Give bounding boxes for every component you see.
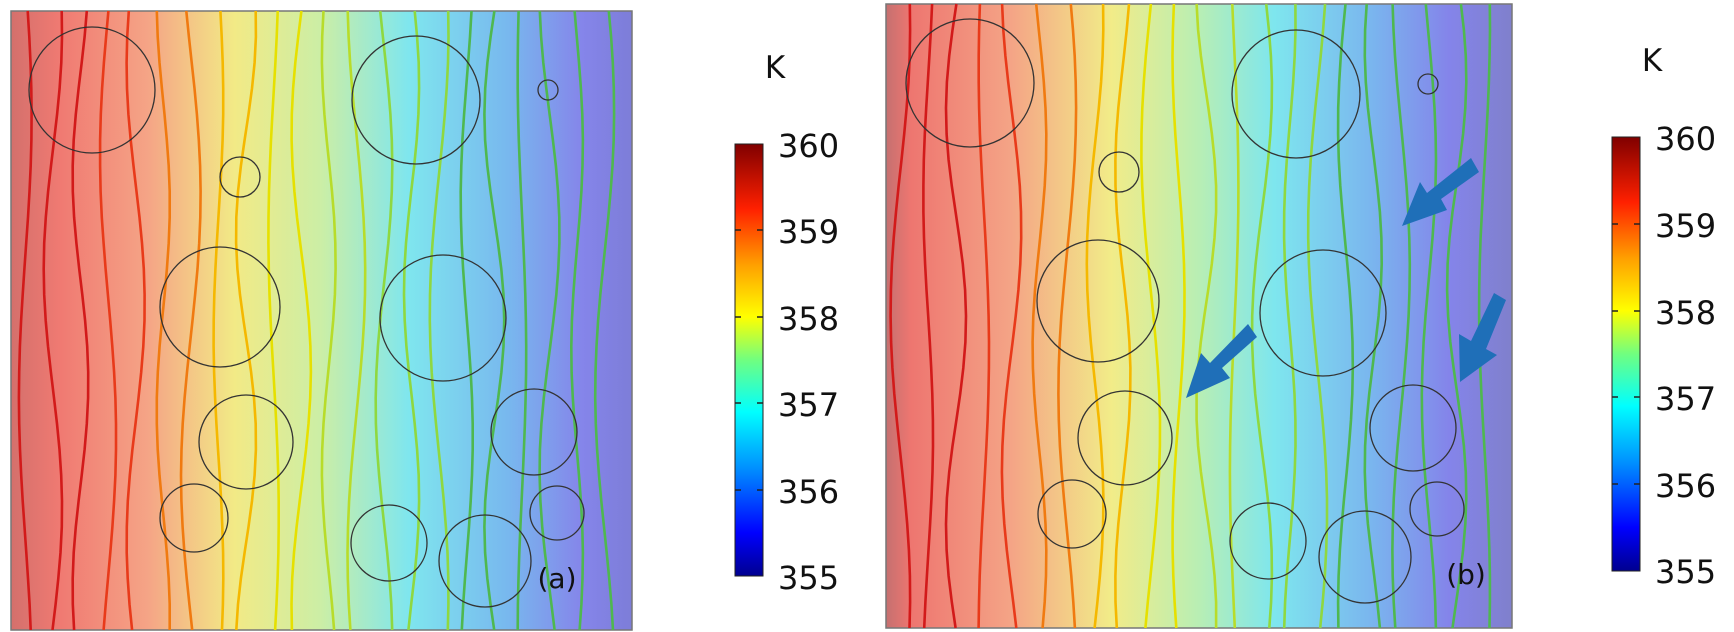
particle-circles-b xyxy=(905,18,1465,604)
arrow-indicator xyxy=(1186,324,1257,398)
colorbar-tick-labels-b: 360 359 358 357 356 355 xyxy=(1655,120,1716,591)
isotherm-line xyxy=(1445,3,1468,629)
particle-circle xyxy=(1318,510,1412,604)
isotherm-line xyxy=(593,10,616,631)
isotherm-line xyxy=(944,3,968,629)
particle-circle xyxy=(537,79,559,101)
colorbar-tick-labels-a: 360 359 358 357 356 355 xyxy=(778,127,839,597)
isotherm-line xyxy=(569,10,585,631)
isotherm-line xyxy=(459,10,474,631)
tick-label: 360 xyxy=(1655,120,1716,158)
isotherm-line xyxy=(1140,3,1162,629)
particle-circle xyxy=(905,18,1035,148)
isotherm-line xyxy=(346,10,367,631)
particle-circle xyxy=(1036,239,1160,363)
isotherm-line xyxy=(483,10,506,631)
field-plot-a xyxy=(10,10,633,631)
isotherm-line xyxy=(402,10,421,631)
isotherm-line xyxy=(1477,3,1492,629)
particle-circle xyxy=(1369,384,1457,472)
unit-label-b: K xyxy=(1642,43,1663,79)
arrow-indicator xyxy=(1459,293,1506,382)
tick-label: 359 xyxy=(1655,207,1716,245)
isotherm-line xyxy=(71,10,90,631)
unit-label-a: K xyxy=(765,50,786,86)
tick-label: 356 xyxy=(778,473,839,511)
isotherm-line xyxy=(1336,3,1355,629)
isotherm-line xyxy=(212,10,225,631)
tick-label: 357 xyxy=(778,386,839,424)
particle-circle xyxy=(529,485,585,541)
isotherm-line xyxy=(889,3,912,629)
particle-circle xyxy=(1229,502,1307,580)
isotherm-line xyxy=(290,10,313,631)
particle-circle xyxy=(28,26,156,154)
panel-a: (a) K 360 359 358 357 356 355 xyxy=(10,10,839,631)
isotherm-line xyxy=(428,10,450,631)
particle-circle xyxy=(1098,151,1140,193)
colorbar-ticks-a xyxy=(735,229,763,491)
particle-circle xyxy=(159,246,281,368)
particle-circle xyxy=(1409,481,1465,537)
colorbar-a xyxy=(734,143,764,577)
isotherm-line xyxy=(179,10,202,631)
isotherm-line xyxy=(1195,3,1218,628)
particle-circle xyxy=(1231,29,1361,159)
isotherm-line xyxy=(1057,3,1078,629)
particle-circle xyxy=(1077,390,1173,486)
isotherm-line xyxy=(42,10,64,631)
arrow-indicator xyxy=(1402,158,1479,226)
isotherm-line xyxy=(1420,3,1438,629)
particle-circle xyxy=(159,483,229,553)
particle-circle xyxy=(1037,479,1107,549)
particle-circle xyxy=(1417,73,1439,95)
tick-label: 359 xyxy=(778,213,839,251)
isotherm-line xyxy=(516,10,528,631)
isotherm-line xyxy=(125,10,146,631)
isotherm-line xyxy=(320,10,337,631)
isotherm-line xyxy=(1250,3,1274,629)
isotherm-line xyxy=(1391,3,1412,629)
panel-b: (b) K 360 359 358 357 356 355 xyxy=(885,3,1716,629)
panel-label-b: (b) xyxy=(1446,558,1486,591)
isotherm-line xyxy=(1114,3,1132,629)
tick-label: 355 xyxy=(1655,553,1716,591)
particle-circle xyxy=(198,394,294,490)
particle-circle xyxy=(351,35,481,165)
tick-label: 360 xyxy=(778,127,839,165)
isotherm-line xyxy=(17,10,33,631)
isotherm-line xyxy=(234,10,258,631)
particle-circles-a xyxy=(28,26,585,608)
particle-circle xyxy=(350,504,428,582)
tick-label: 358 xyxy=(778,300,839,338)
tick-label: 358 xyxy=(1655,294,1716,332)
isotherm-line xyxy=(1000,3,1023,629)
tick-label: 356 xyxy=(1655,467,1716,505)
isotherm-line xyxy=(922,3,935,629)
isotherm-line xyxy=(1306,3,1329,629)
panel-label-a: (a) xyxy=(537,562,576,595)
isotherm-line xyxy=(1363,3,1384,629)
isotherm-line xyxy=(538,10,561,631)
particle-circle xyxy=(438,514,532,608)
particle-circle xyxy=(219,156,261,198)
particle-circle xyxy=(490,388,578,476)
particle-circle xyxy=(1259,249,1387,377)
isotherm-line xyxy=(1031,3,1048,629)
isotherm-line xyxy=(1282,3,1297,629)
isotherm-lines-b xyxy=(889,3,1492,629)
particle-circle xyxy=(379,254,507,382)
isotherm-line xyxy=(1228,3,1240,629)
isotherm-line xyxy=(1085,3,1105,629)
isotherm-line xyxy=(98,10,118,631)
isotherm-line xyxy=(1171,3,1186,629)
colorbar-b xyxy=(1611,136,1641,572)
colorbar-ticks-b xyxy=(1612,223,1640,485)
tick-label: 357 xyxy=(1655,380,1716,418)
isotherm-line xyxy=(977,3,991,629)
tick-label: 355 xyxy=(778,559,839,597)
isotherm-line xyxy=(267,10,280,631)
arrows-b xyxy=(1186,158,1506,398)
